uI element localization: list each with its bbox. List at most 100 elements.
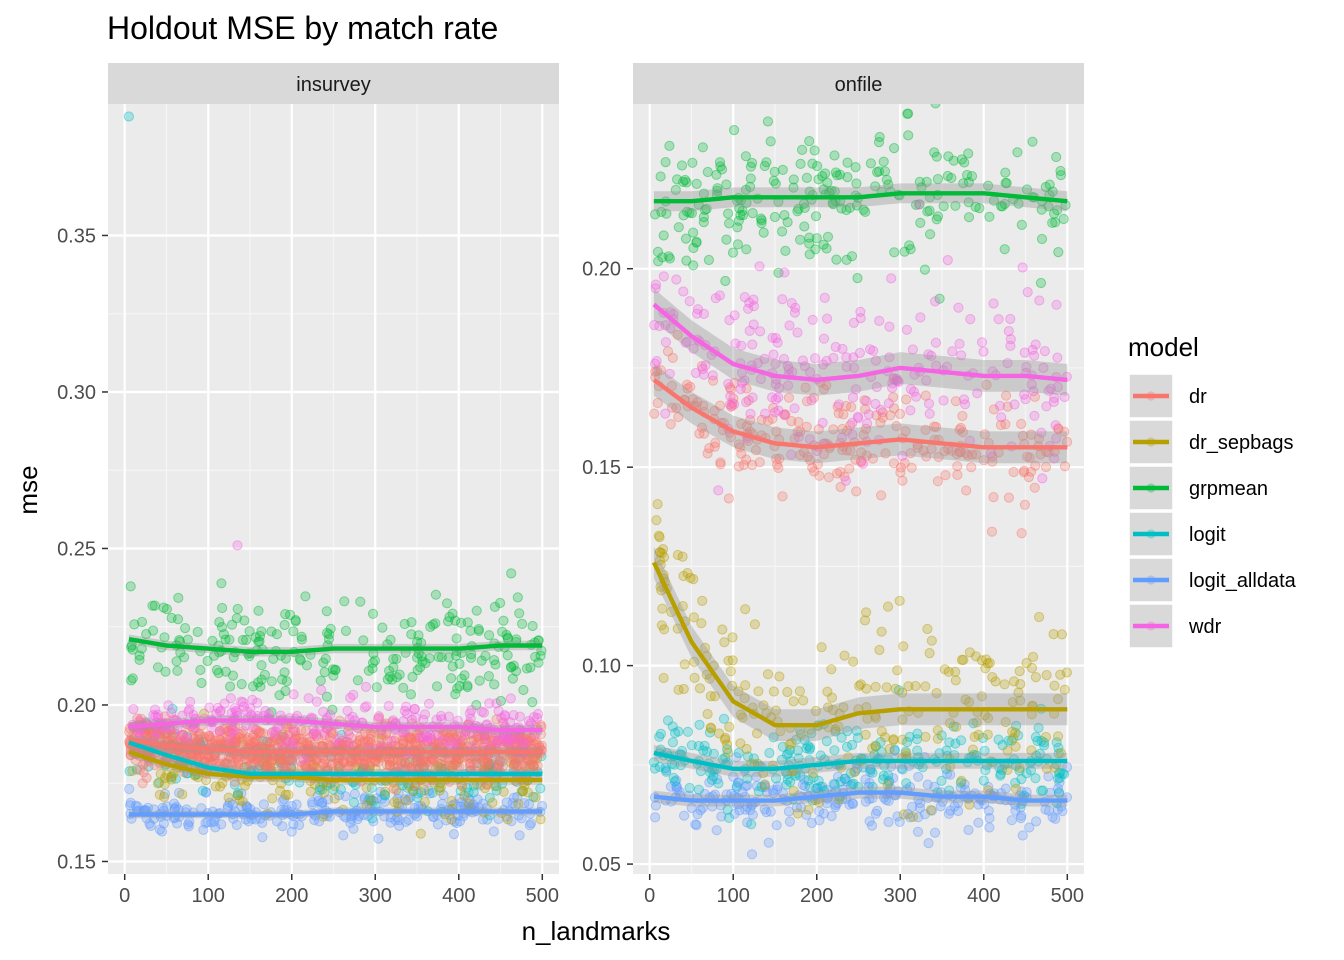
point-dr [876,490,887,501]
point-dr [771,459,783,470]
point-wdr [225,734,236,745]
point-grpmean [821,243,832,254]
point-logit_alldata [922,779,933,790]
point-grpmean [358,635,369,646]
point-grpmean [141,629,152,640]
point-logit_alldata [661,765,672,776]
point-grpmean [277,674,288,685]
point-grpmean [720,275,731,287]
point-dr_sepbags [782,686,793,698]
point-grpmean [462,617,473,628]
point-dr_sepbags [678,683,689,695]
point-logit [889,744,900,756]
point-wdr [942,255,953,266]
point-wdr [435,710,447,722]
point-dr [283,730,294,741]
point-logit_alldata [379,796,390,808]
point-logit [1037,785,1049,796]
point-dr [480,734,491,745]
point-dr [410,733,421,744]
point-dr [418,739,430,750]
point-grpmean [804,238,815,249]
point-dr_sepbags [392,798,403,809]
point-logit [731,781,742,792]
point-logit_alldata [231,819,242,831]
point-dr_sepbags [376,733,387,744]
point-grpmean [811,233,822,244]
point-logit [1032,735,1043,747]
point-grpmean [831,254,842,265]
point-wdr [870,398,881,410]
point-logit [1036,785,1047,796]
point-dr [138,759,149,770]
point-logit [328,784,339,795]
point-logit_alldata [309,814,320,826]
point-dr_sepbags [926,635,937,646]
point-dr [451,754,462,766]
point-grpmean [761,157,772,168]
point-grpmean [999,198,1010,210]
point-logit_alldata [742,780,753,791]
point-logit_alldata [1052,804,1064,815]
point-logit [535,783,546,794]
point-grpmean [216,578,227,589]
point-grpmean [256,660,267,671]
point-logit [698,745,709,756]
point-wdr [532,708,544,720]
point-grpmean [412,652,423,663]
point-logit [817,781,828,792]
point-dr [396,755,407,766]
point-grpmean [889,143,900,154]
point-dr [355,734,366,746]
point-wdr [226,707,237,719]
point-wdr [359,702,370,713]
point-dr [281,736,292,747]
point-dr [528,761,540,772]
point-grpmean [911,199,922,210]
point-dr [220,736,231,748]
point-grpmean [319,667,330,678]
point-grpmean [430,618,441,629]
point-dr [410,738,421,749]
point-dr [240,753,251,764]
point-wdr [184,704,195,715]
point-grpmean [698,212,709,223]
point-logit_alldata [1017,830,1028,841]
point-logit_alldata [413,788,424,799]
point-grpmean [495,597,506,609]
point-logit [1030,773,1041,784]
point-dr [291,730,302,741]
point-dr [649,408,660,419]
point-dr [333,758,344,769]
point-logit [648,757,660,768]
point-dr [149,730,160,741]
point-wdr [822,313,833,324]
point-logit [883,770,894,781]
point-dr [334,760,345,771]
point-dr [254,755,265,766]
point-wdr [269,729,280,740]
point-dr [341,736,352,747]
point-logit [1010,777,1021,788]
point-wdr [280,733,291,744]
point-dr [290,726,301,737]
point-dr [286,754,297,765]
point-logit_alldata [728,771,739,782]
point-grpmean [942,170,953,182]
point-grpmean [456,673,467,684]
point-logit [994,762,1005,773]
point-logit_alldata [818,808,830,819]
point-dr_sepbags [860,729,871,740]
point-logit [878,774,889,785]
point-logit [402,782,413,793]
point-logit_alldata [482,814,493,825]
point-dr [168,730,179,741]
point-grpmean [134,654,145,666]
point-logit [785,776,796,788]
point-dr_sepbags [697,595,708,607]
point-dr [138,767,149,778]
point-logit [348,797,359,808]
point-dr [203,730,214,741]
point-logit_alldata [983,781,994,792]
point-logit_alldata [945,769,956,780]
